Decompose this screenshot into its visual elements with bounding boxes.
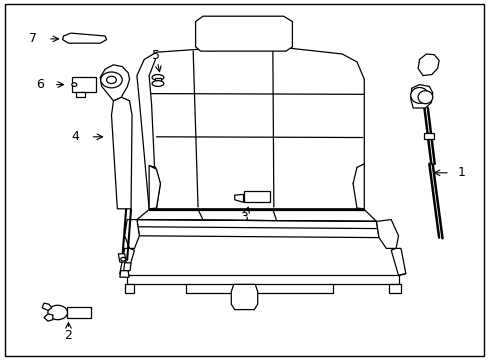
Polygon shape bbox=[390, 248, 405, 275]
Bar bbox=[154, 78, 161, 84]
Ellipse shape bbox=[410, 87, 427, 103]
Text: 1: 1 bbox=[457, 166, 465, 179]
Polygon shape bbox=[42, 303, 52, 310]
Polygon shape bbox=[231, 284, 257, 310]
Polygon shape bbox=[100, 65, 129, 101]
Text: 7: 7 bbox=[29, 32, 37, 45]
Polygon shape bbox=[137, 210, 376, 221]
Polygon shape bbox=[137, 220, 378, 238]
Polygon shape bbox=[118, 254, 126, 262]
Bar bbox=[72, 77, 96, 92]
Ellipse shape bbox=[48, 305, 67, 320]
Text: 6: 6 bbox=[36, 78, 44, 91]
Bar bbox=[424, 133, 433, 139]
Ellipse shape bbox=[121, 257, 125, 261]
Text: 4: 4 bbox=[72, 130, 80, 143]
Bar bbox=[76, 92, 84, 97]
Polygon shape bbox=[124, 220, 139, 248]
Polygon shape bbox=[124, 284, 134, 293]
Ellipse shape bbox=[152, 75, 163, 80]
Polygon shape bbox=[149, 166, 160, 209]
Ellipse shape bbox=[72, 83, 77, 86]
Polygon shape bbox=[195, 16, 292, 51]
Bar bbox=[243, 191, 270, 202]
Polygon shape bbox=[137, 47, 364, 209]
Text: 3: 3 bbox=[240, 211, 248, 224]
Bar bbox=[67, 307, 91, 318]
Ellipse shape bbox=[101, 72, 122, 88]
Polygon shape bbox=[111, 97, 132, 209]
Ellipse shape bbox=[152, 81, 163, 86]
Ellipse shape bbox=[417, 91, 432, 104]
Text: 2: 2 bbox=[64, 329, 72, 342]
Polygon shape bbox=[62, 33, 106, 43]
Polygon shape bbox=[44, 314, 53, 321]
Polygon shape bbox=[123, 263, 131, 271]
Polygon shape bbox=[234, 194, 243, 202]
Ellipse shape bbox=[106, 76, 116, 84]
Polygon shape bbox=[376, 220, 398, 248]
Polygon shape bbox=[120, 248, 134, 275]
Text: 5: 5 bbox=[151, 49, 159, 62]
Polygon shape bbox=[417, 54, 438, 76]
Polygon shape bbox=[410, 85, 432, 108]
Polygon shape bbox=[120, 271, 129, 277]
Polygon shape bbox=[388, 284, 400, 293]
